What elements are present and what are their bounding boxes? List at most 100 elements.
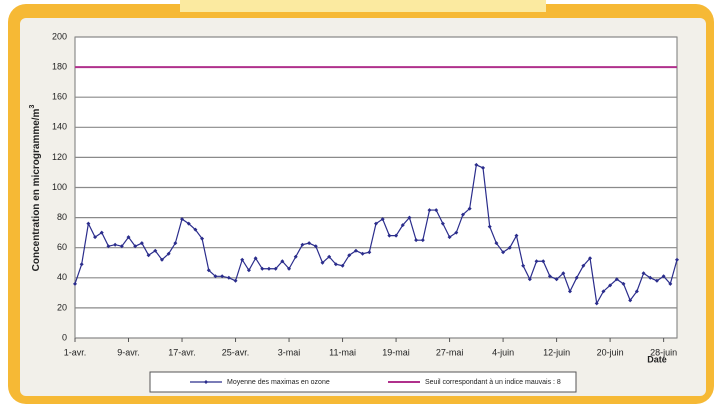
- x-tick-label: 17-avr.: [168, 347, 196, 357]
- point: [240, 257, 245, 262]
- point: [588, 256, 593, 261]
- point: [226, 275, 231, 280]
- point: [320, 260, 325, 265]
- point: [608, 283, 613, 288]
- point: [153, 248, 158, 253]
- point: [126, 235, 131, 240]
- x-tick-label: 27-mai: [436, 347, 464, 357]
- point: [173, 241, 178, 246]
- point: [206, 268, 211, 273]
- y-tick-label: 0: [62, 332, 67, 342]
- point: [266, 266, 271, 271]
- point: [420, 238, 425, 243]
- y-label-sup: 3: [29, 105, 36, 109]
- point: [641, 271, 646, 276]
- point: [273, 266, 278, 271]
- y-tick-label: 200: [52, 31, 67, 41]
- y-tick-label: 100: [52, 182, 67, 192]
- y-tick-label: 120: [52, 152, 67, 162]
- point: [614, 277, 619, 282]
- point: [594, 301, 599, 306]
- legend-label: Seuil correspondant à un indice mauvais …: [425, 379, 561, 386]
- point: [93, 235, 98, 240]
- point: [347, 253, 352, 258]
- point: [327, 254, 332, 259]
- point: [481, 165, 486, 170]
- point: [193, 227, 198, 232]
- point: [79, 262, 84, 267]
- point: [380, 217, 385, 222]
- point: [99, 230, 104, 235]
- point: [213, 274, 218, 279]
- point: [307, 241, 312, 246]
- point: [467, 206, 472, 211]
- point: [474, 162, 479, 167]
- point: [601, 289, 606, 294]
- x-tick-label: 1-avr.: [64, 347, 87, 357]
- point: [487, 224, 492, 229]
- y-tick-label: 180: [52, 61, 67, 71]
- point: [113, 242, 118, 247]
- point: [300, 242, 305, 247]
- point: [414, 238, 419, 243]
- legend-label: Moyenne des maximas en ozone: [227, 379, 330, 386]
- point: [554, 277, 559, 282]
- x-tick-label: 11-mai: [329, 347, 356, 357]
- point: [106, 244, 111, 249]
- point: [159, 257, 164, 262]
- point: [220, 274, 225, 279]
- point: [561, 271, 566, 276]
- y-tick-label: 40: [57, 272, 67, 282]
- y-tick-label: 60: [57, 242, 67, 252]
- point: [260, 266, 265, 271]
- point: [628, 298, 633, 303]
- point: [648, 275, 653, 280]
- legend: [149, 371, 577, 393]
- point: [581, 263, 586, 268]
- point: [233, 278, 238, 283]
- point: [501, 250, 506, 255]
- point: [200, 236, 205, 241]
- x-tick-label: 19-mai: [382, 347, 410, 357]
- point: [253, 256, 258, 261]
- point: [407, 215, 412, 220]
- point: [374, 221, 378, 226]
- x-tick-label: 3-mai: [278, 347, 301, 357]
- y-tick-label: 20: [57, 302, 67, 312]
- point: [119, 244, 124, 249]
- point: [521, 263, 526, 268]
- point: [86, 221, 91, 226]
- point: [541, 259, 546, 264]
- point: [139, 241, 144, 246]
- point: [434, 208, 439, 213]
- point: [313, 244, 318, 249]
- point: [534, 259, 539, 264]
- point: [293, 254, 298, 259]
- point: [353, 248, 358, 253]
- point: [440, 221, 445, 226]
- point: [507, 245, 512, 250]
- point: [494, 241, 499, 246]
- point: [661, 274, 666, 279]
- y-tick-label: 140: [52, 122, 67, 132]
- point: [454, 230, 459, 235]
- x-tick-label: 9-avr.: [117, 347, 140, 357]
- point: [621, 281, 626, 286]
- point: [387, 233, 392, 238]
- point: [668, 281, 673, 286]
- y-tick-label: 80: [57, 212, 67, 222]
- legend-marker: [204, 380, 208, 384]
- tab: [180, 0, 546, 12]
- point: [527, 277, 532, 282]
- y-axis-label: Concentration en microgramme/m3: [29, 105, 42, 272]
- x-tick-label: 25-avr.: [222, 347, 250, 357]
- point: [133, 244, 138, 249]
- point: [460, 212, 465, 217]
- point: [246, 268, 251, 273]
- point: [360, 251, 365, 256]
- point: [547, 274, 552, 279]
- x-tick-label: 4-juin: [492, 347, 514, 357]
- x-tick-label: 20-juin: [597, 347, 624, 357]
- point: [514, 233, 519, 238]
